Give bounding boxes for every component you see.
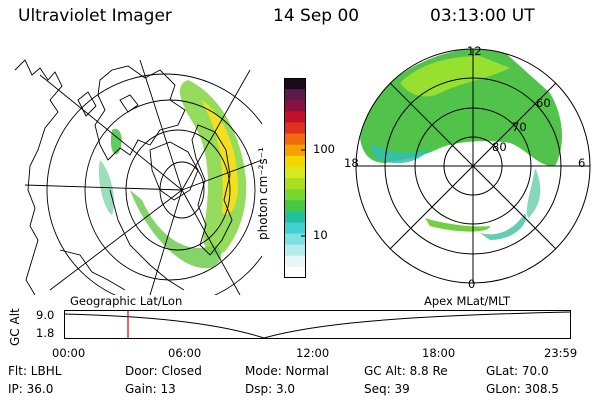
mlat-label-70: 70 [512,120,527,134]
status-door: Door: Closed [125,364,202,378]
colorbar-swatch [284,222,306,235]
geographic-map [14,59,262,295]
status-glat: GLat: 70.0 [486,364,549,378]
color-scale-bar [284,78,306,278]
colorbar-swatch [284,189,306,201]
colorbar-swatch [284,266,306,278]
status-glon: GLon: 308.5 [486,382,559,396]
colorbar-swatch [284,211,306,223]
mlt-label-18: 18 [344,156,359,170]
colorbar-tick-10: 10 [313,228,328,242]
mlt-label-6: 6 [578,156,586,170]
altitude-tick-low: 1.8 [36,326,55,340]
mlt-label-12: 12 [467,44,482,58]
status-dsp: Dsp: 3.0 [245,382,296,396]
instrument-title: Ultraviolet Imager [18,6,172,26]
colorbar-swatch [284,122,306,135]
colorbar-swatch [284,178,306,190]
time-tick-0600: 06:00 [168,346,202,360]
apex-polar-plot [355,48,591,284]
colorbar-swatch [284,133,306,146]
colorbar-swatch [284,200,306,212]
colorbar-swatch [284,89,306,101]
altitude-plot [64,310,571,339]
time-tick-2359: 23:59 [544,346,578,360]
altitude-curve [64,311,571,339]
status-gc-alt: GC Alt: 8.8 Re [364,364,448,378]
mlt-label-0: 0 [468,277,476,291]
colorbar-swatch [284,144,306,157]
colorbar-tick-100: 100 [313,142,335,156]
colorbar-swatch [284,166,306,179]
mlat-label-60: 60 [536,96,551,110]
colorbar-swatch [284,233,306,246]
time-tick-1800: 18:00 [422,346,456,360]
colorbar-swatch [284,155,306,168]
status-seq: Seq: 39 [364,382,410,396]
colorbar-swatch [284,100,306,112]
colorbar-swatch [284,255,306,268]
status-ip: IP: 36.0 [8,382,54,396]
time-tick-0000: 00:00 [52,346,86,360]
status-filter: Flt: LBHL [8,364,62,378]
colorbar-swatch [284,111,306,123]
colorbar-swatch [284,78,306,90]
left-panel-caption: Geographic Lat/Lon [70,294,183,308]
image-time: 03:13:00 UT [430,6,535,26]
time-tick-1200: 12:00 [296,346,330,360]
colorbar-swatch [284,244,306,257]
status-mode: Mode: Normal [245,364,329,378]
altitude-axis-label: GC Alt [8,308,22,346]
image-date: 14 Sep 00 [273,6,360,26]
status-gain: Gain: 13 [125,382,176,396]
right-panel-caption: Apex MLat/MLT [424,294,511,308]
colorbar-unit-label: photon cm⁻²s⁻¹ [256,147,270,240]
altitude-tick-high: 9.0 [36,308,55,322]
mlat-label-80: 80 [492,140,507,154]
